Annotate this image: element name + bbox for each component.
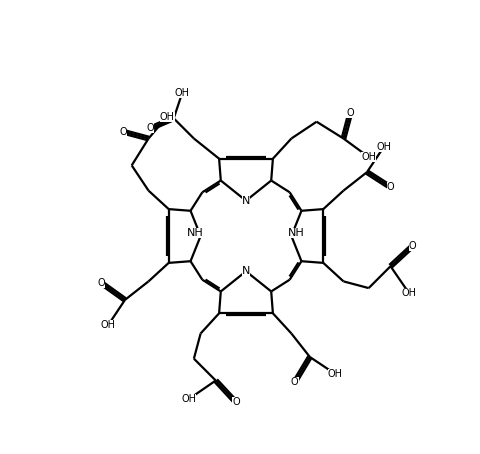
Text: OH: OH bbox=[402, 288, 417, 298]
Text: OH: OH bbox=[181, 394, 196, 404]
Text: OH: OH bbox=[159, 112, 175, 122]
Text: O: O bbox=[291, 377, 299, 387]
Text: NH: NH bbox=[288, 227, 305, 237]
Text: O: O bbox=[146, 123, 154, 133]
Text: OH: OH bbox=[361, 152, 376, 162]
Text: O: O bbox=[232, 397, 240, 407]
Text: OH: OH bbox=[101, 320, 116, 330]
Text: OH: OH bbox=[175, 88, 190, 98]
Text: O: O bbox=[387, 182, 395, 192]
Text: O: O bbox=[120, 127, 127, 137]
Text: O: O bbox=[97, 278, 105, 288]
Text: O: O bbox=[347, 109, 354, 118]
Text: OH: OH bbox=[327, 369, 343, 379]
Text: N: N bbox=[242, 266, 250, 276]
Text: N: N bbox=[242, 196, 250, 206]
Text: NH: NH bbox=[187, 227, 204, 237]
Text: O: O bbox=[408, 241, 416, 251]
Text: OH: OH bbox=[376, 142, 391, 152]
